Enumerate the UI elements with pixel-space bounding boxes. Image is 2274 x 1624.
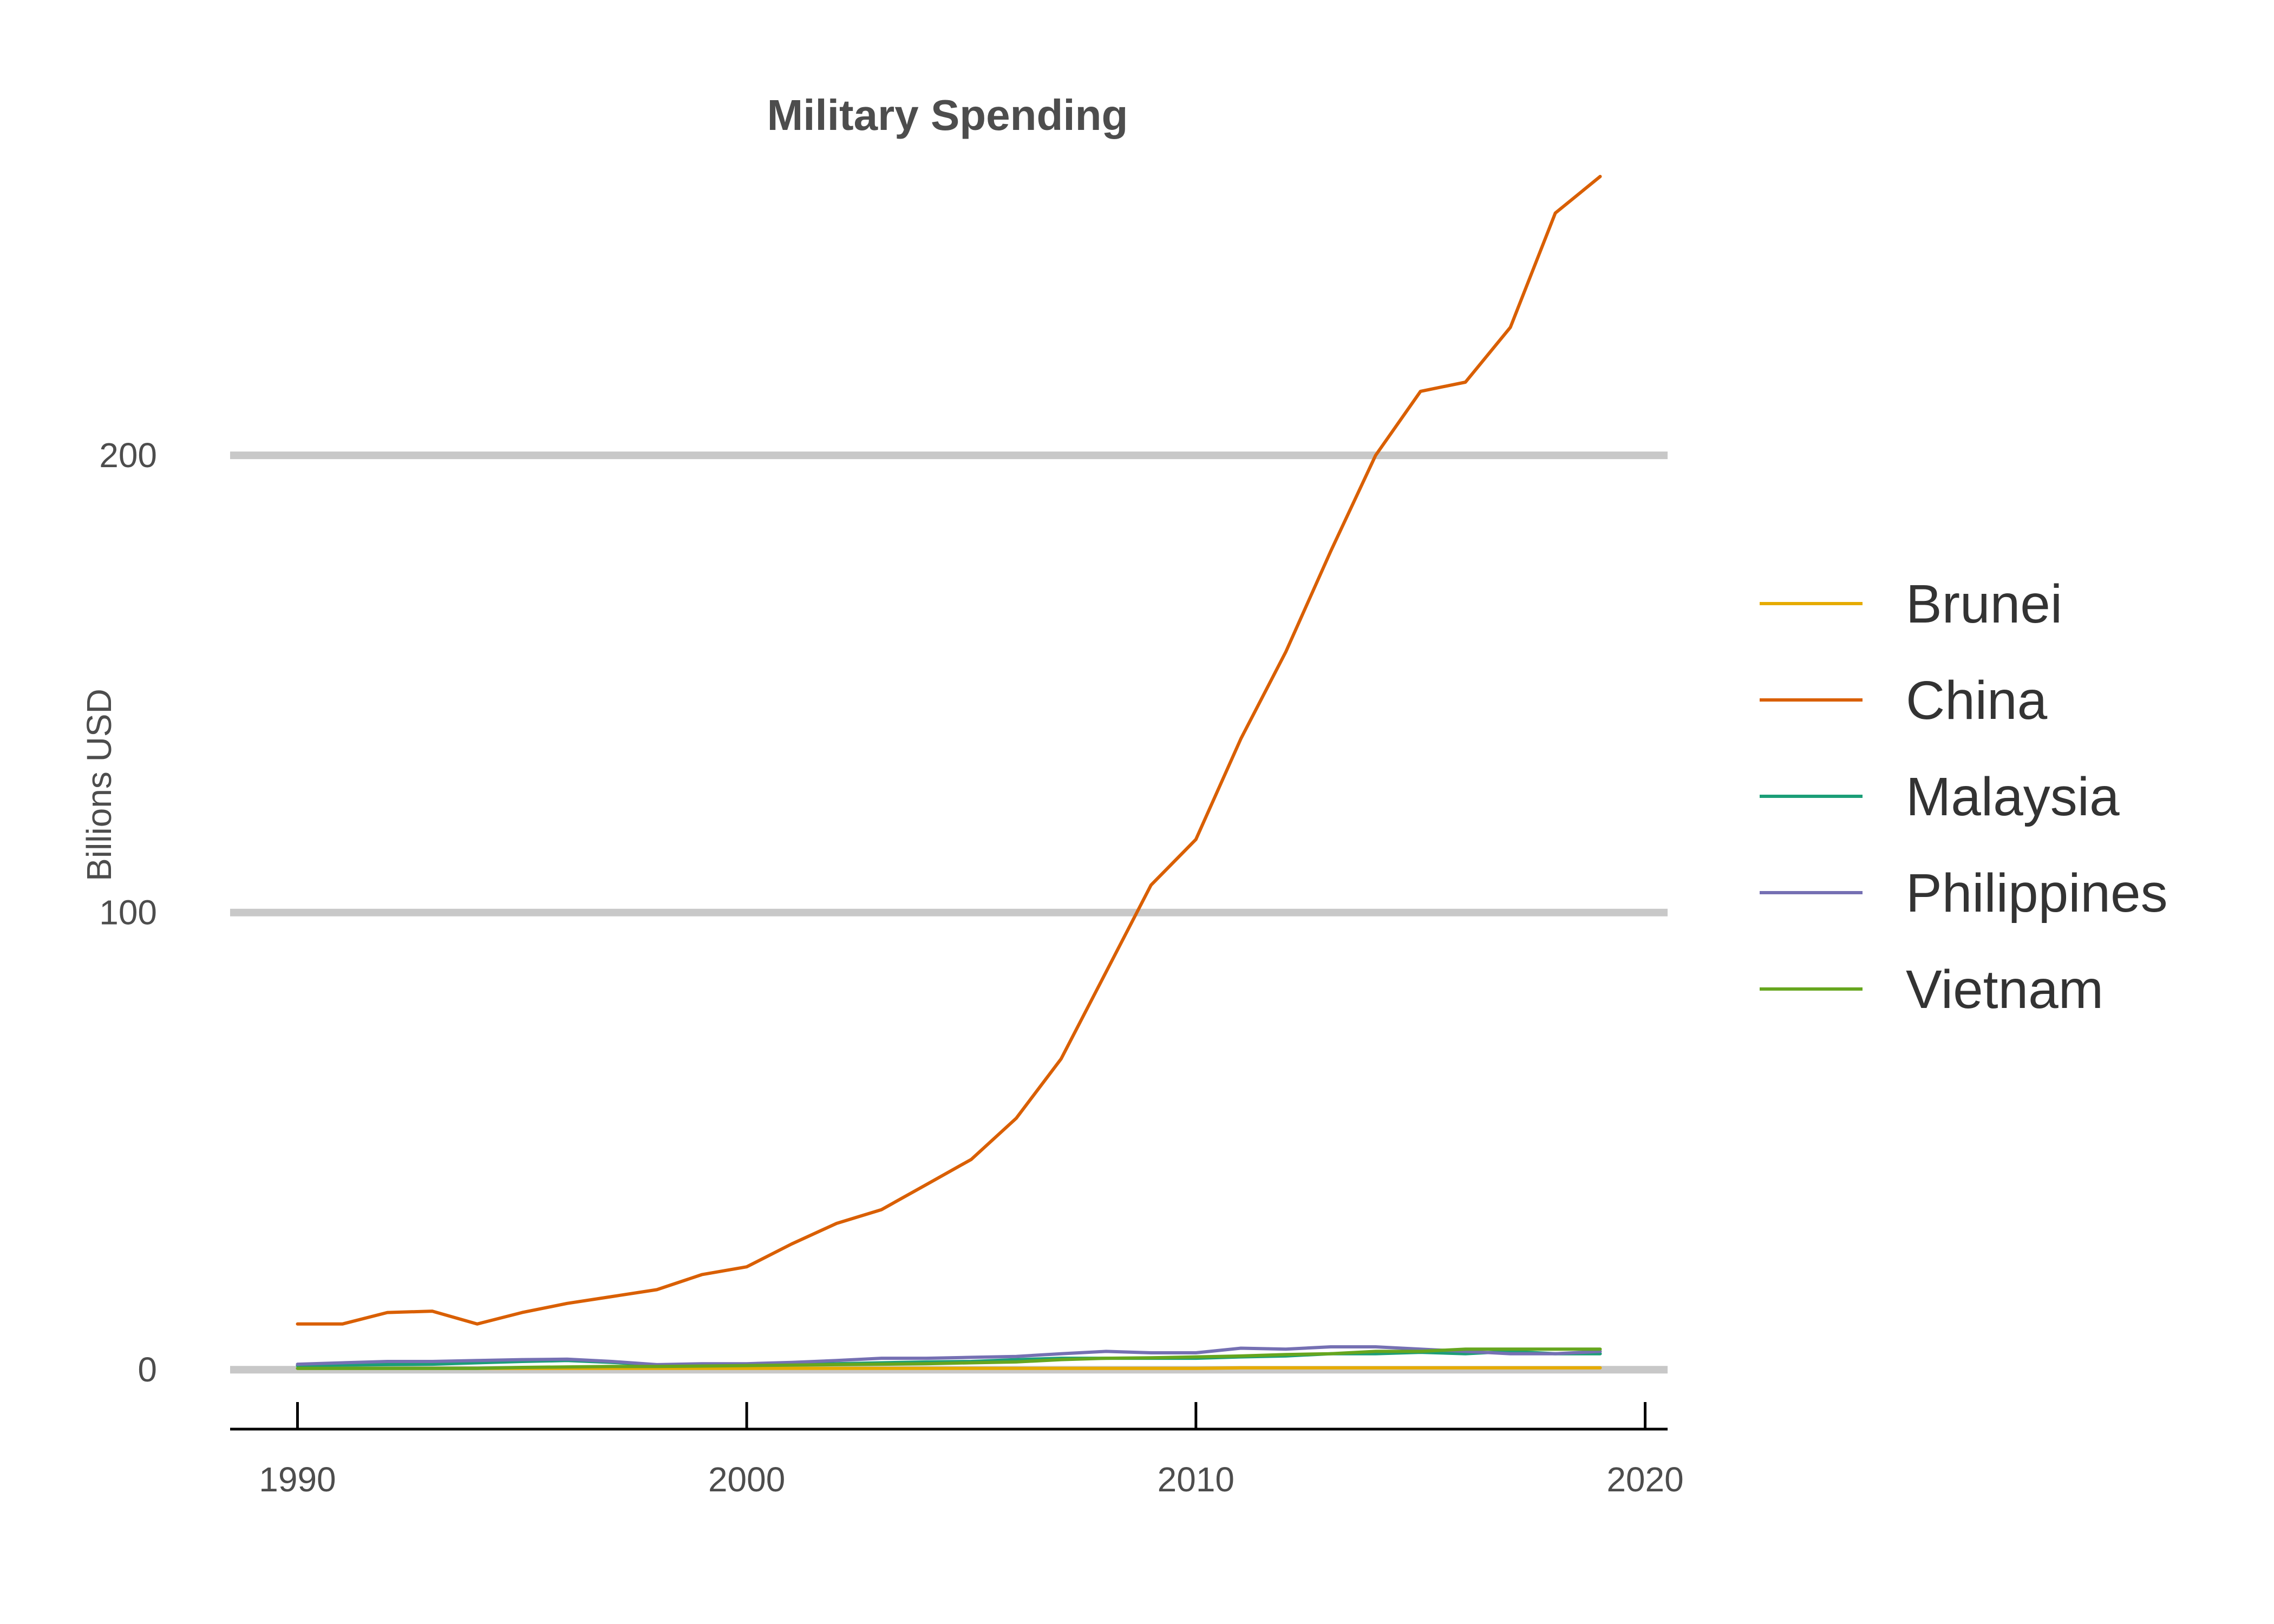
- chart-title: Military Spending: [767, 91, 1128, 139]
- y-tick-label-200: 200: [99, 436, 157, 475]
- x-tick-label-2020: 2020: [1606, 1460, 1683, 1499]
- x-tick-label-1990: 1990: [259, 1460, 336, 1499]
- gridlines: [230, 451, 1668, 1374]
- legend-label-brunei: Brunei: [1906, 574, 2062, 634]
- legend-label-philippines: Philippines: [1906, 863, 2168, 924]
- series-line-philippines: [296, 1345, 1602, 1366]
- series-line-china: [296, 175, 1602, 1326]
- axes: 0 100 200 1990 2000 2010 2020: [99, 436, 1683, 1499]
- series-line-vietnam: [296, 1347, 1602, 1370]
- legend-label-china: China: [1906, 670, 2048, 731]
- legend-label-malaysia: Malaysia: [1906, 767, 2120, 827]
- y-tick-label-100: 100: [99, 893, 157, 932]
- y-axis-title: Billions USD: [80, 689, 119, 881]
- x-tick-label-2000: 2000: [708, 1460, 785, 1499]
- legend-label-vietnam: Vietnam: [1906, 959, 2103, 1020]
- series-lines: [296, 175, 1602, 1370]
- x-tick-label-2010: 2010: [1158, 1460, 1234, 1499]
- legend: Brunei China Malaysia Philippines Vietnam: [1760, 574, 2168, 1020]
- y-tick-label-0: 0: [138, 1350, 157, 1389]
